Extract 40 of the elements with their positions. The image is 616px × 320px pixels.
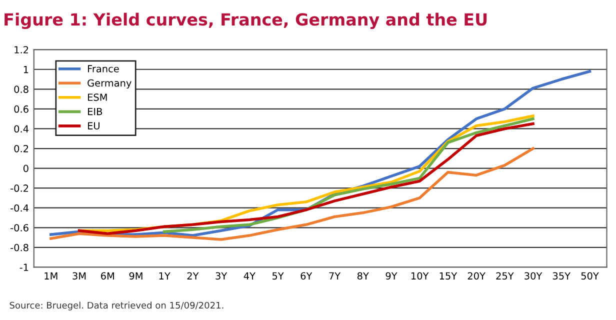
x-tick-label: 25Y — [496, 272, 514, 280]
x-tick-label: 10Y — [411, 272, 429, 280]
legend-label: EU — [88, 122, 100, 130]
line-series — [50, 147, 534, 241]
legend-label: Germany — [88, 79, 132, 89]
y-tick-label: 0.2 — [14, 144, 28, 152]
y-tick-label: 0 — [23, 164, 28, 172]
y-tick-label: -0.8 — [10, 244, 28, 252]
source-note: Source: Bruegel. Data retrieved on 15/09/2021. — [10, 302, 224, 310]
y-tick-label: 1.2 — [14, 46, 28, 54]
y-tick-label: 0.6 — [14, 105, 28, 113]
legend-label: France — [88, 65, 119, 72]
legend-label: EIB — [88, 108, 102, 116]
y-tick-label: -0.6 — [10, 224, 28, 232]
x-tick-label: 4Y — [244, 272, 256, 280]
x-tick-label: 3M — [72, 272, 86, 280]
y-tick-label: 0.4 — [14, 125, 28, 133]
y-tick-label: -0.4 — [10, 204, 28, 212]
x-tick-label: 50Y — [581, 272, 599, 280]
x-tick-label: 1Y — [159, 272, 170, 280]
y-tick-label: 1 — [24, 66, 28, 74]
y-tick-label: 0.8 — [14, 86, 28, 93]
chart-title: Figure 1: Yield curves, France, Germany and the EU — [4, 12, 487, 30]
x-tick-label: 5Y — [272, 272, 284, 280]
x-tick-label: 30Y — [524, 272, 542, 280]
x-tick-label: 2Y — [187, 272, 199, 280]
x-tick-label: 35Y — [552, 272, 571, 280]
x-tick-label: 15Y — [440, 272, 458, 280]
x-tick-label: 1M — [44, 272, 58, 280]
x-tick-label: 6M — [101, 272, 114, 280]
x-tick-label: 8Y — [357, 272, 369, 280]
x-tick-label: 9Y — [386, 272, 398, 280]
x-tick-label: 3Y — [216, 272, 228, 280]
y-tick-label: -1 — [20, 264, 28, 271]
x-tick-label: 6Y — [300, 272, 312, 280]
legend-label: ESM — [88, 94, 107, 101]
y-tick-label: -0.2 — [10, 184, 28, 192]
x-tick-label: 7Y — [329, 272, 341, 280]
x-tick-label: 20Y — [468, 272, 486, 280]
x-tick-label: 9M — [129, 272, 142, 280]
